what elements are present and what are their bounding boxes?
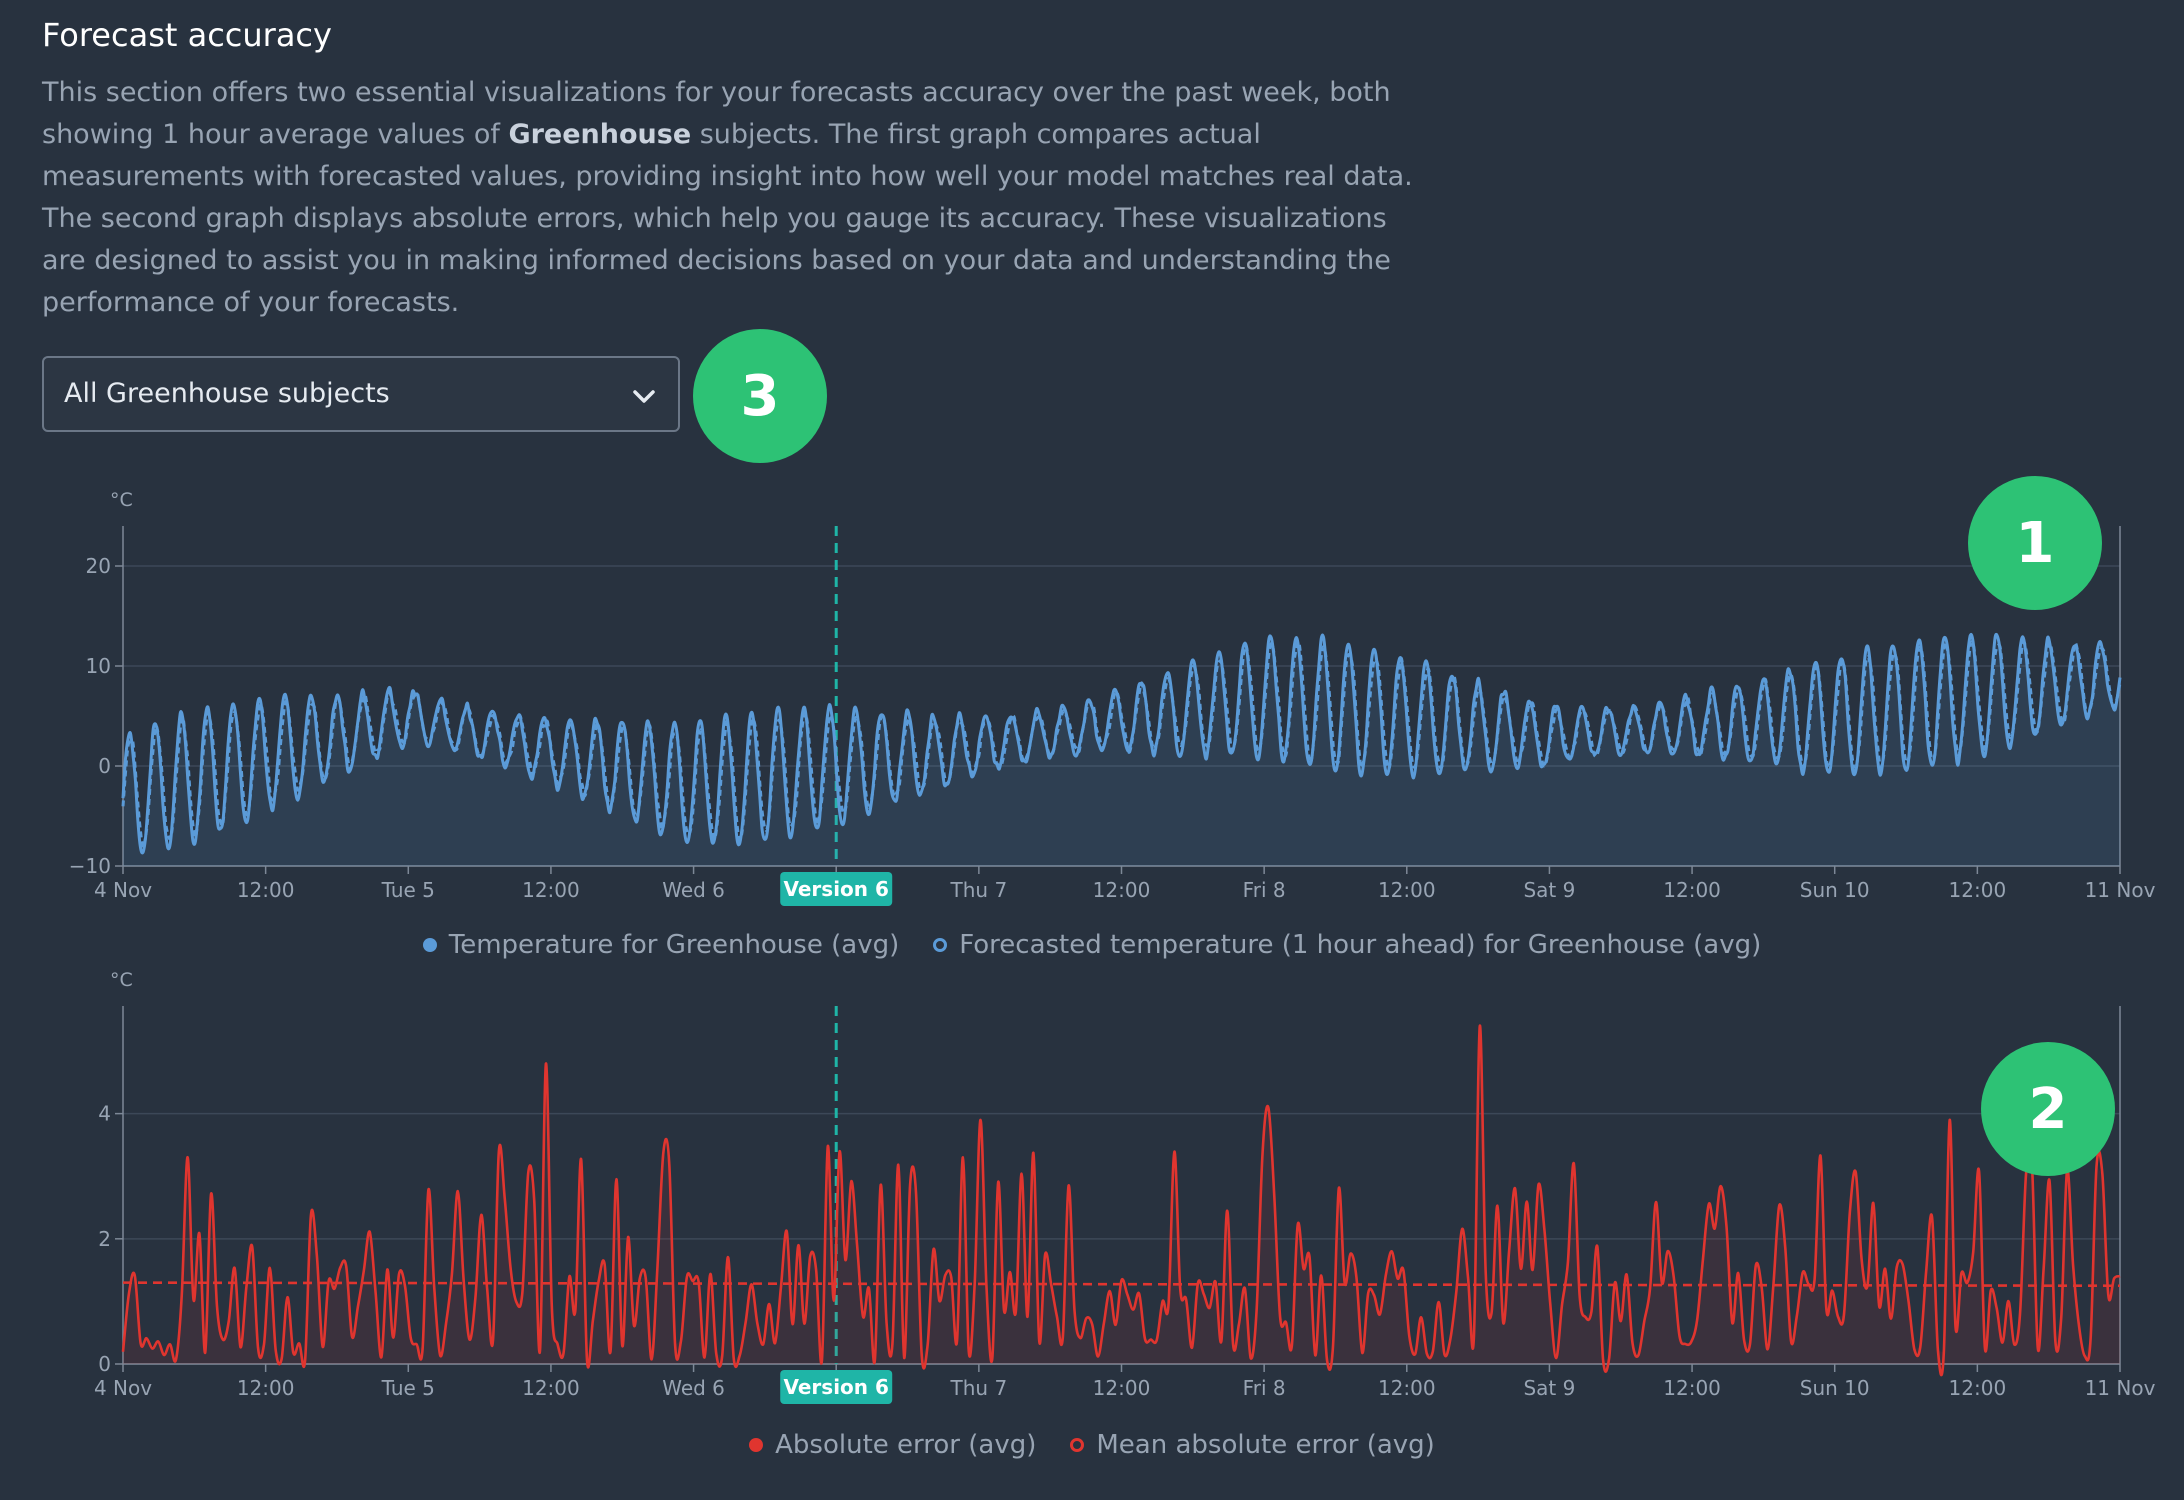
absolute-error-chart: °C 4 2 04 Nov 12:00 Tue 5 12:00 Wed 6 Thu 7 12:00… [94,969,2156,1404]
temp-x-tick-label: Sun 10 [1800,878,1870,902]
filled-circle-icon [749,1438,764,1452]
temp-y-tick-label: 20 [86,554,111,578]
absolute-error-series-line [121,1024,2121,1377]
temp-x-tick-label: 11 Nov [2085,878,2156,902]
temp-y-tick-label: 0 [98,754,111,778]
error-unit-label: °C [110,969,133,991]
legend-item-mean-absolute-error[interactable]: Mean absolute error (avg) [1070,1430,1435,1460]
temp-x-tick-label: 4 Nov [94,878,152,902]
temp-x-tick-label: 12:00 [237,878,295,902]
error-x-tick-label: 12:00 [1378,1376,1436,1400]
legend-label-forecast: Forecasted temperature (1 hour ahead) fo… [959,930,1762,960]
temp-x-tick-label: 12:00 [522,878,580,902]
temp-x-tick-label: Sat 9 [1523,878,1575,902]
temp-x-tick-label: 12:00 [1093,878,1151,902]
legend-item-forecast[interactable]: Forecasted temperature (1 hour ahead) fo… [933,930,1761,960]
mean-absolute-error-line [122,1281,2121,1288]
temp-x-tick-label: 12:00 [1663,878,1721,902]
callout-badge-2: 2 [1981,1042,2115,1176]
error-y-tick-label: 4 [98,1102,111,1126]
error-x-tick-label: Tue 5 [381,1376,435,1400]
temp-y-tick-label: −10 [69,854,111,878]
temperature-area [123,635,2120,866]
temp-y-tick-label: 10 [86,654,111,678]
legend-label-mean-absolute-error: Mean absolute error (avg) [1096,1430,1435,1460]
error-version-marker-label: Version 6 [783,1375,888,1399]
error-x-tick-label: 12:00 [237,1376,295,1400]
hollow-circle-icon [933,938,948,952]
absolute-error-area [123,1026,2120,1364]
description-subject-bold: Greenhouse [508,119,692,150]
temp-x-tick-label: Tue 5 [381,878,435,902]
error-x-tick-label: Fri 8 [1243,1376,1286,1400]
temp-version-marker-badge [780,872,893,906]
chevron-down-icon [633,390,655,403]
temp-unit-label: °C [110,489,133,511]
error-version-marker-badge [780,1370,893,1404]
error-y-tick-label: 2 [98,1227,111,1251]
legend-item-temperature[interactable]: Temperature for Greenhouse (avg) [422,930,900,960]
error-x-tick-label: Wed 6 [662,1376,725,1400]
error-x-tick-label: 12:00 [1663,1376,1721,1400]
error-x-tick-label: 4 Nov [94,1376,152,1400]
section-description: This section offers two essential visual… [42,72,1422,324]
legend-item-absolute-error[interactable]: Absolute error (avg) [749,1430,1036,1460]
temp-x-tick-label: Fri 8 [1243,878,1286,902]
subject-select-value: All Greenhouse subjects [64,378,390,409]
error-x-tick-label: 11 Nov [2085,1376,2156,1400]
subject-select[interactable]: All Greenhouse subjects [42,356,680,432]
temp-version-marker-label: Version 6 [783,877,888,901]
temp-x-tick-label: Wed 6 [662,878,725,902]
error-x-tick-label: 12:00 [1093,1376,1151,1400]
temp-x-tick-label: Thu 7 [950,878,1008,902]
description-text-1: This section offers two essential visual… [42,77,1391,150]
legend-label-absolute-error: Absolute error (avg) [775,1430,1037,1460]
error-x-tick-label: 12:00 [522,1376,580,1400]
filled-circle-icon [422,938,437,952]
error-x-tick-label: 12:00 [1949,1376,2007,1400]
legend-label-temperature: Temperature for Greenhouse (avg) [448,930,900,960]
temperature-chart-legend: Temperature for Greenhouse (avg) Forecas… [0,930,2184,960]
error-y-tick-label: 0 [98,1352,111,1376]
error-chart-legend: Absolute error (avg) Mean absolute error… [0,1430,2184,1460]
error-x-tick-label: Sun 10 [1800,1376,1870,1400]
callout-badge-1: 1 [1968,476,2102,610]
section-title: Forecast accuracy [42,16,332,54]
description-text-2: subjects. The first graph compares actua… [42,119,1413,318]
temp-x-tick-label: 12:00 [1949,878,2007,902]
error-x-tick-label: Thu 7 [950,1376,1008,1400]
temperature-series-line [121,632,2122,855]
callout-badge-3: 3 [693,329,827,463]
temperature-forecast-chart: °C 20 10 0 −104 Nov 12:00 Tue 5 12:00 Wed 6 Thu 7… [69,489,2156,906]
temp-x-tick-label: 12:00 [1378,878,1436,902]
hollow-circle-icon [1070,1438,1085,1452]
error-x-tick-label: Sat 9 [1523,1376,1575,1400]
